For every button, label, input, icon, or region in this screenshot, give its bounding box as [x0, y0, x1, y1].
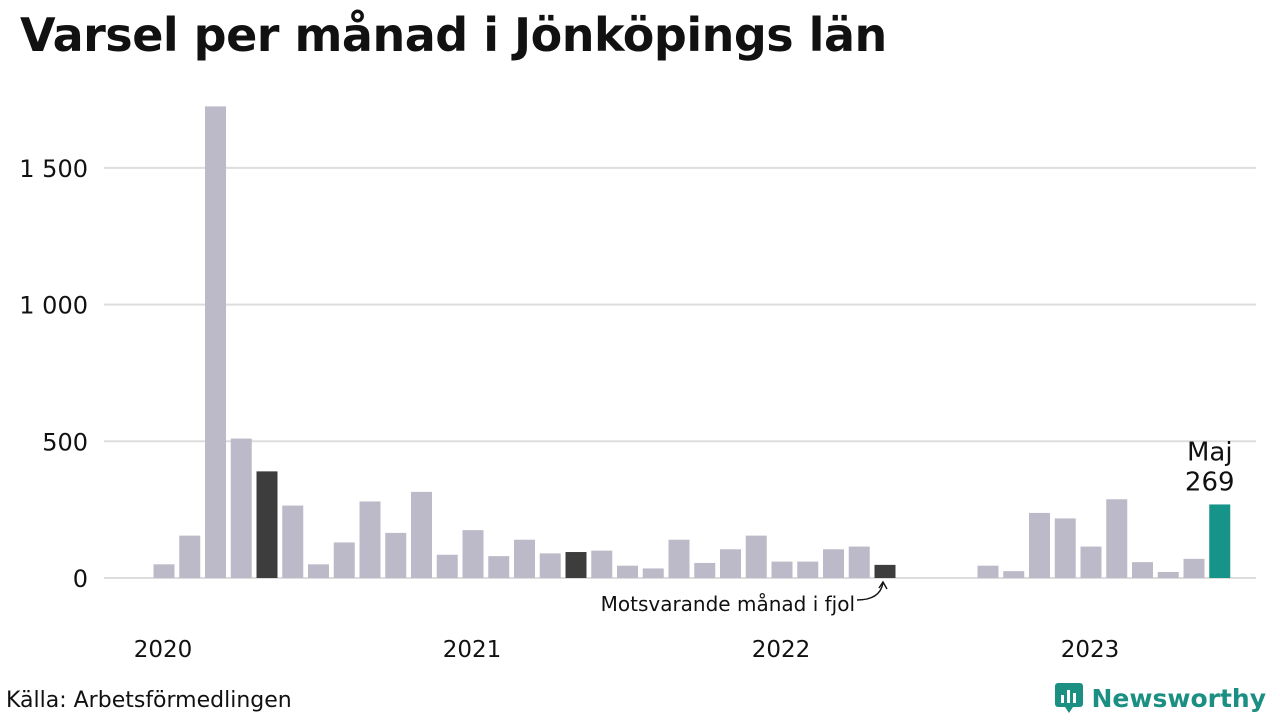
- bar: [720, 549, 741, 578]
- prior-year-label: Motsvarande månad i fjol: [601, 592, 855, 616]
- bar: [256, 471, 278, 578]
- chart-title: Varsel per månad i Jönköpings län: [20, 8, 887, 62]
- y-tick-label: 1 500: [19, 155, 88, 183]
- bar: [1183, 558, 1205, 578]
- bar: [308, 564, 329, 578]
- current-month-value: 269: [1185, 467, 1235, 497]
- bar: [462, 530, 484, 578]
- bar: [282, 505, 304, 578]
- x-tick-label: 2021: [443, 637, 502, 663]
- annotation-arrow: [856, 582, 884, 601]
- current-month-label: Maj: [1187, 437, 1233, 467]
- bar: [230, 438, 252, 578]
- y-tick-label: 1 000: [19, 292, 88, 320]
- bar: [771, 561, 793, 578]
- x-tick-label: 2023: [1061, 637, 1120, 663]
- bar: [1003, 571, 1025, 578]
- bar: [1029, 512, 1050, 578]
- x-tick-label: 2020: [134, 637, 193, 663]
- bar: [617, 565, 638, 578]
- bar: [333, 542, 355, 578]
- source-label: Källa: Arbetsförmedlingen: [6, 688, 292, 713]
- bar: [539, 553, 561, 578]
- bar: [153, 564, 175, 578]
- bar: [642, 568, 664, 578]
- bar: [565, 552, 587, 578]
- bar: [359, 501, 381, 578]
- bar: [977, 565, 999, 578]
- bar: [1106, 499, 1128, 578]
- bar: [205, 106, 226, 578]
- bar: [745, 535, 767, 578]
- bar: [488, 556, 510, 578]
- annotation-arrowhead: [878, 580, 888, 590]
- newsworthy-logo-icon: [1054, 683, 1083, 713]
- bar: [514, 539, 535, 578]
- bar: [874, 564, 896, 578]
- bar: [668, 539, 690, 578]
- bar: [1132, 562, 1153, 578]
- bar-current: [1209, 504, 1231, 578]
- bar: [1157, 571, 1179, 578]
- bar: [591, 550, 613, 578]
- brand-logo[interactable]: Newsworthy: [1054, 682, 1267, 714]
- bar: [694, 562, 716, 578]
- bar: [1080, 546, 1102, 578]
- bar: [848, 546, 870, 578]
- bar: [823, 549, 844, 578]
- bar: [797, 561, 819, 578]
- y-tick-label: 500: [42, 428, 88, 456]
- bar: [385, 532, 407, 578]
- y-tick-label: 0: [73, 565, 88, 593]
- x-tick-label: 2022: [752, 637, 811, 663]
- bar: [179, 535, 201, 578]
- bar: [436, 554, 458, 578]
- bar: [411, 491, 432, 578]
- brand-name: Newsworthy: [1091, 683, 1267, 713]
- bar: [1054, 518, 1076, 578]
